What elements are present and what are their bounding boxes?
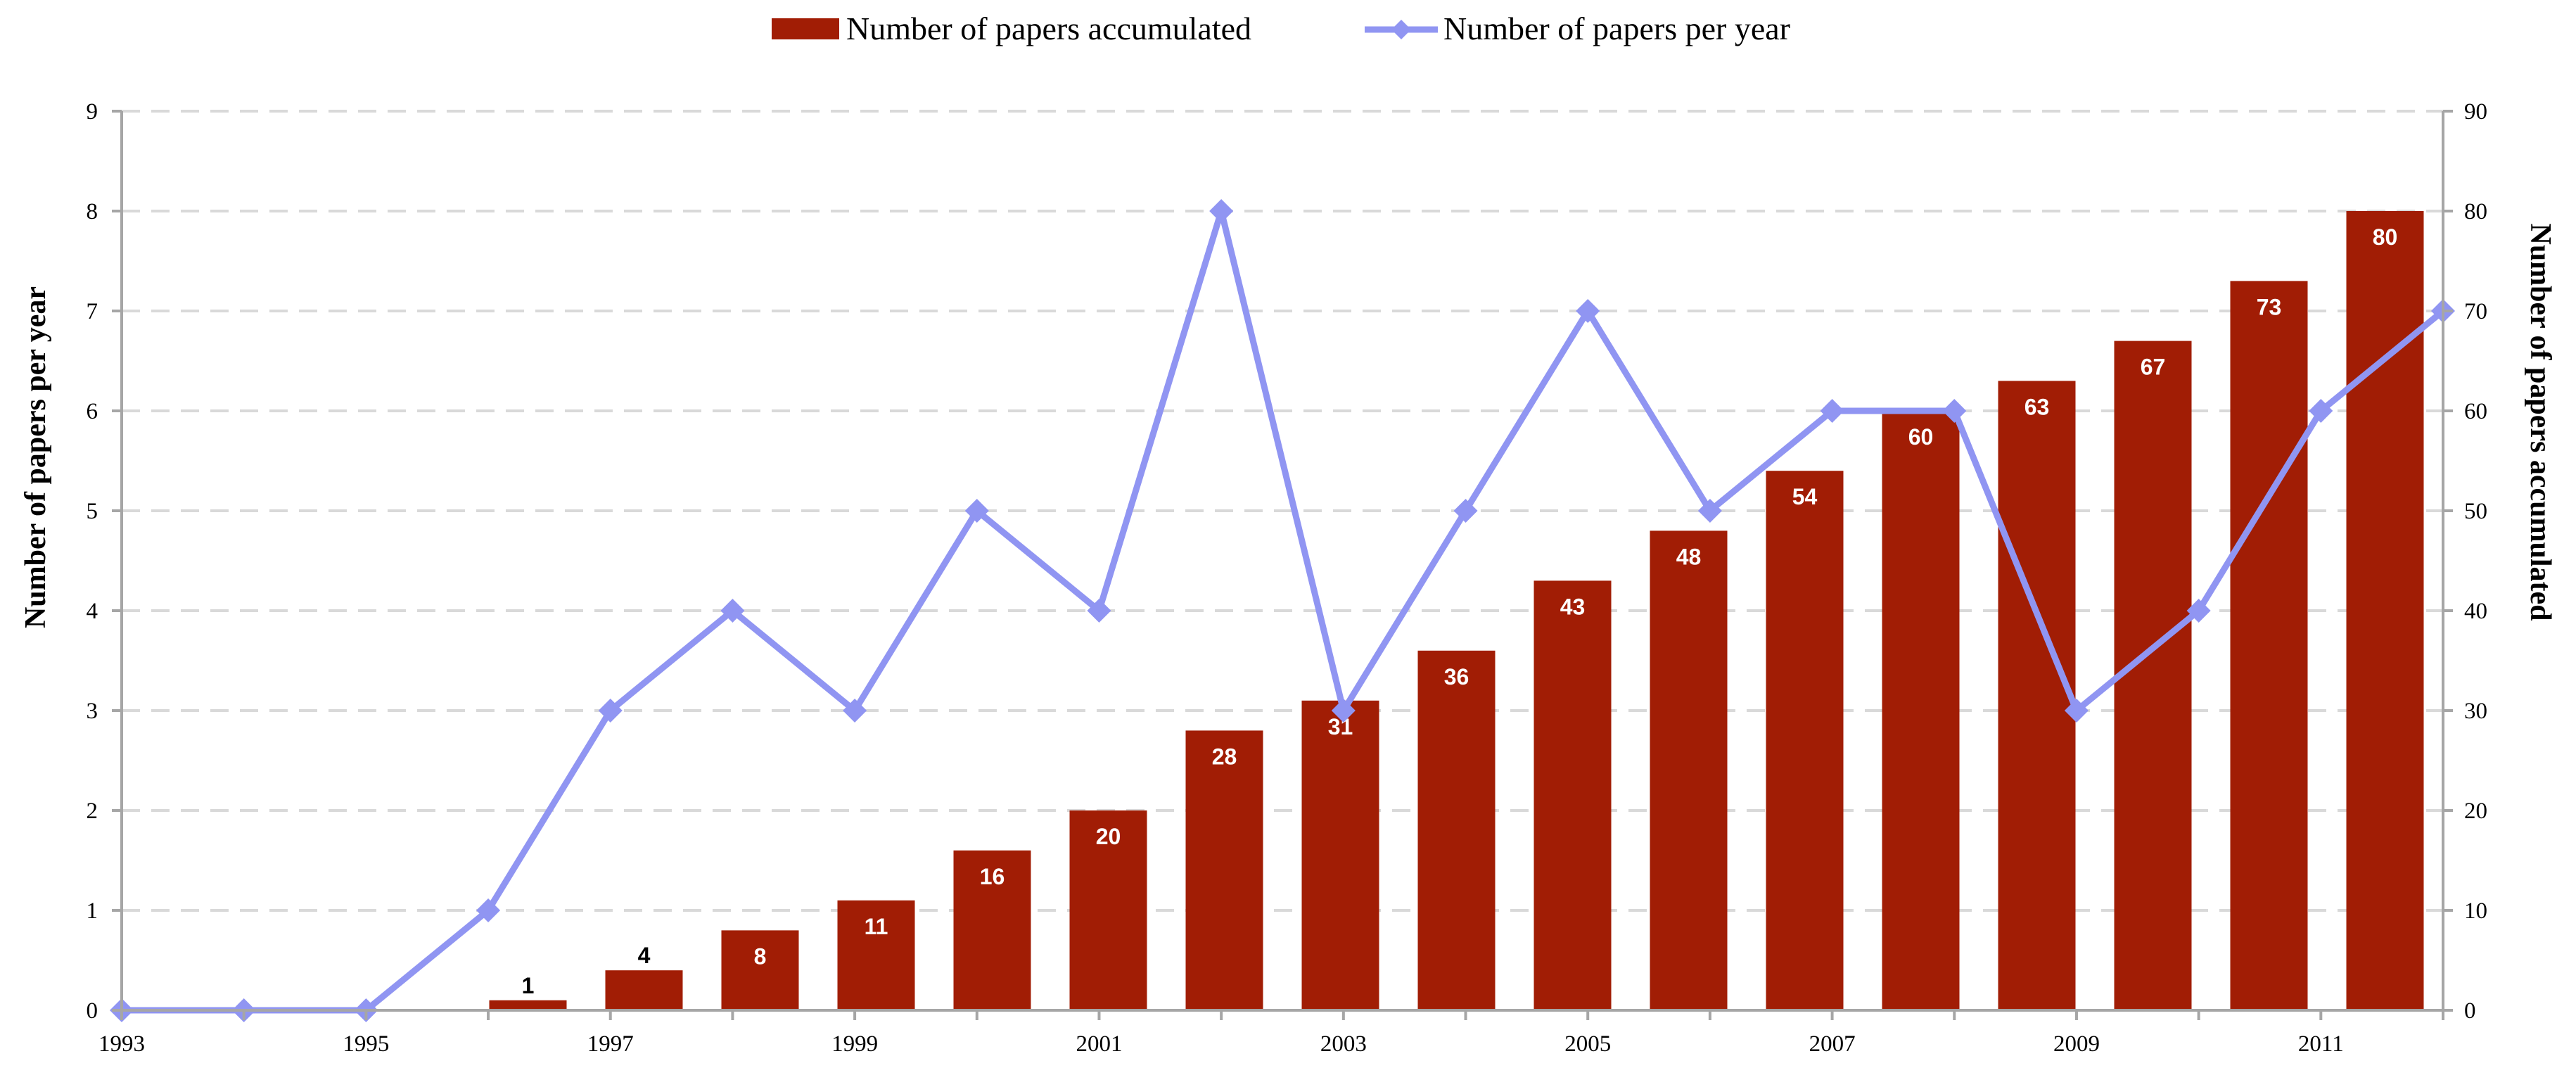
bar-data-label: 67	[2141, 355, 2166, 380]
bar	[605, 970, 683, 1010]
line-point-diamond-icon	[2064, 699, 2089, 723]
y-left-tick-label: 2	[87, 799, 98, 824]
line-point-diamond-icon	[1820, 399, 1844, 423]
bar-data-label: 60	[1908, 424, 1934, 450]
bar-data-label: 73	[2257, 294, 2282, 319]
line-point-diamond-icon	[476, 898, 501, 922]
x-tick-label: 1997	[587, 1031, 634, 1057]
y-right-tick-label: 20	[2464, 799, 2487, 824]
bar	[1301, 700, 1379, 1010]
y-right-tick-label: 90	[2464, 99, 2487, 125]
bar-data-label: 1	[522, 973, 535, 998]
bar	[1185, 730, 1263, 1010]
bar	[2346, 211, 2424, 1010]
bar	[1650, 530, 1728, 1010]
bar-data-label: 54	[1792, 484, 1818, 509]
y-right-tick-label: 80	[2464, 199, 2487, 224]
bar	[489, 1000, 567, 1010]
bar-data-label: 28	[1212, 744, 1237, 769]
legend-swatch-accumulated	[772, 18, 839, 39]
per-year-line	[122, 208, 2445, 1014]
line-point-diamond-icon	[2186, 599, 2211, 623]
y-left-tick-label: 7	[87, 299, 98, 324]
x-tick-label: 1993	[98, 1031, 145, 1057]
y-right-tick-label: 0	[2464, 998, 2476, 1024]
line-point-diamond-icon	[720, 599, 745, 623]
y-left-tick-label: 3	[87, 699, 98, 724]
y-axis-left-title: Number of papers per year	[20, 286, 52, 628]
y-left-tick-label: 0	[87, 998, 98, 1024]
y-right-tick-label: 70	[2464, 299, 2487, 324]
x-tick-label: 2009	[2053, 1031, 2100, 1057]
x-tick-label: 2005	[1564, 1031, 1611, 1057]
x-tick-label: 2001	[1076, 1031, 1122, 1057]
x-tick-label: 2007	[1809, 1031, 1856, 1057]
x-tick-label: 1995	[343, 1031, 389, 1057]
line-point-diamond-icon	[1576, 299, 1600, 323]
bar	[2114, 341, 2192, 1011]
bar-data-label: 16	[980, 864, 1005, 889]
line-point-diamond-icon	[2309, 399, 2333, 423]
bar	[1534, 580, 1612, 1010]
gridlines	[122, 110, 2443, 912]
line-point-diamond-icon	[1942, 399, 1967, 423]
line-point-diamond-icon	[1697, 499, 1722, 523]
bar-data-label: 43	[1560, 594, 1586, 619]
line-point-diamond-icon	[598, 699, 623, 723]
bar	[721, 930, 799, 1010]
line-point-diamond-icon	[1087, 599, 1111, 623]
x-tick-label: 2003	[1320, 1031, 1367, 1057]
bar-data-label: 48	[1676, 544, 1702, 569]
line-point-diamond-icon	[964, 499, 989, 523]
y-right-tick-label: 50	[2464, 499, 2487, 524]
y-left-tick-label: 9	[87, 99, 98, 125]
y-left-tick-label: 1	[87, 898, 98, 924]
y-left-tick-label: 6	[87, 399, 98, 424]
bar	[1417, 650, 1496, 1010]
line-point-diamond-icon	[843, 699, 867, 723]
y-left-tick-label: 5	[87, 499, 98, 524]
bar-data-label: 11	[865, 914, 888, 939]
bar-data-label: 36	[1444, 664, 1469, 689]
y-right-tick-label: 10	[2464, 898, 2487, 924]
bar	[1766, 471, 1844, 1010]
line-point-diamond-icon	[1453, 499, 1478, 523]
bar	[1882, 411, 1960, 1010]
y-left-tick-label: 8	[87, 199, 98, 224]
bar-data-label: 8	[754, 943, 767, 969]
bar	[1069, 810, 1147, 1010]
x-tick-label: 2011	[2298, 1031, 2344, 1057]
line-point-diamond-icon	[1209, 199, 1234, 223]
bar	[837, 900, 915, 1010]
legend-label-accumulated: Number of papers accumulated	[846, 11, 1251, 46]
x-tick-label: 1999	[831, 1031, 878, 1057]
y-right-tick-label: 60	[2464, 399, 2487, 424]
bar-data-label: 80	[2373, 224, 2398, 250]
bar	[1998, 381, 2076, 1010]
y-right-tick-label: 40	[2464, 599, 2487, 624]
bar-data-label: 4	[638, 943, 651, 968]
y-left-tick-label: 4	[87, 599, 98, 624]
y-right-tick-label: 30	[2464, 699, 2487, 724]
bar-data-label: 20	[1096, 824, 1121, 849]
bar	[2230, 281, 2308, 1010]
line-point-diamond-icon	[1331, 699, 1356, 723]
legend: Number of papers accumulated Number of p…	[772, 11, 1790, 46]
bar-data-label: 63	[2025, 394, 2050, 419]
legend-marker-diamond-icon	[1391, 20, 1411, 39]
y-axis-right-title: Number of papers accumulated	[2524, 223, 2556, 621]
bar	[953, 850, 1031, 1010]
legend-label-per-year: Number of papers per year	[1443, 11, 1790, 46]
